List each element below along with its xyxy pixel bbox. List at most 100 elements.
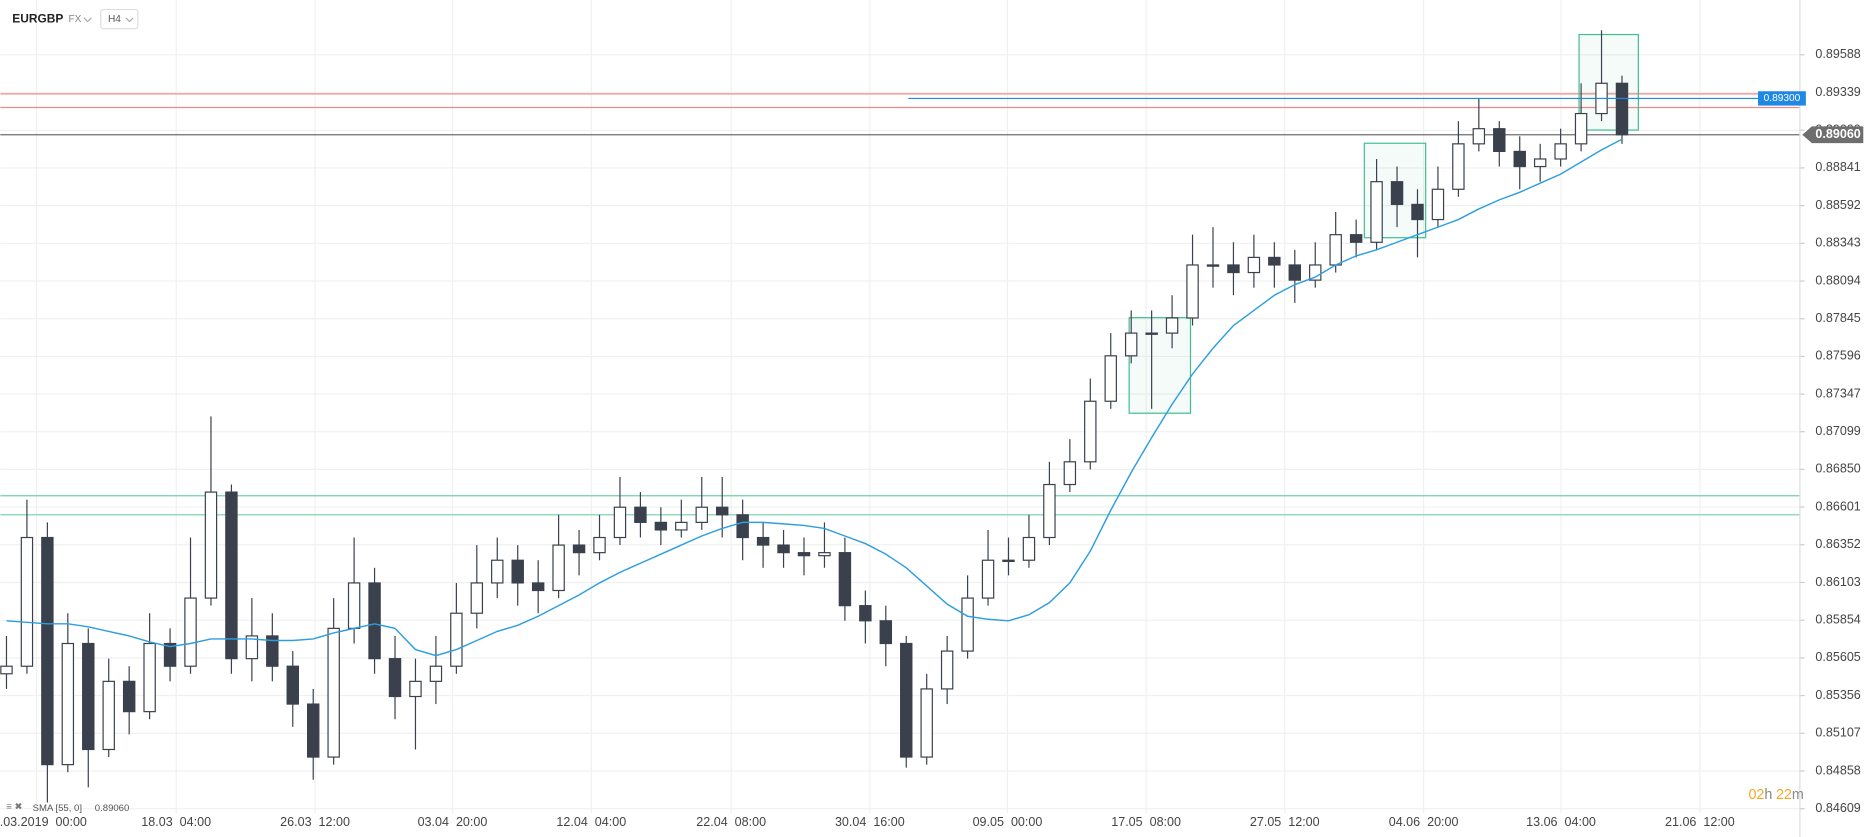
candle-body	[204, 491, 218, 599]
candle-body	[491, 559, 504, 584]
countdown-hours: 02	[1748, 787, 1764, 803]
y-tick-label: 0.84858	[1815, 763, 1860, 777]
symbol[interactable]: EURGBP	[12, 11, 63, 25]
y-tick-label: 0.85605	[1815, 650, 1860, 664]
interval-box[interactable]	[100, 8, 139, 30]
candle-body	[1554, 143, 1567, 160]
candle-body	[1452, 143, 1465, 190]
candle-body	[1104, 355, 1117, 402]
candle-body	[102, 680, 115, 751]
x-tick-label: 26.03 12:00	[280, 815, 350, 829]
candle-body	[1493, 128, 1506, 153]
y-tick-label: 0.88094	[1815, 273, 1860, 287]
y-tick-label: 0.87347	[1815, 386, 1860, 400]
candle-body	[531, 582, 545, 592]
y-tick-label: 0.89588	[1815, 47, 1860, 61]
candle-body	[797, 552, 811, 557]
candle-body	[1084, 400, 1097, 463]
candle-body	[1349, 234, 1363, 243]
y-tick-label: 0.85854	[1815, 612, 1860, 626]
candle-body	[1533, 158, 1547, 168]
candle-body	[1002, 559, 1015, 563]
candle-body	[1145, 332, 1158, 335]
y-tick-label: 0.86850	[1815, 462, 1860, 476]
candle-body	[286, 665, 299, 705]
candle-body	[388, 658, 402, 698]
candle-body	[900, 642, 913, 758]
candle-body	[0, 665, 13, 675]
dropdown-arrow	[83, 17, 92, 23]
dropdown-arrow	[125, 17, 134, 23]
x-tick-label: 27.05 12:00	[1250, 815, 1320, 829]
x-tick-label: 09.05 00:00	[973, 815, 1043, 829]
candle-body	[20, 536, 34, 667]
candle-body	[266, 635, 279, 667]
candle-body	[552, 544, 565, 592]
candle-body	[1247, 256, 1261, 274]
countdown-unit: h	[1764, 787, 1772, 803]
indicator-legend: ≡ ✖ SMA [55, 0] 0.89060	[6, 802, 129, 814]
candle-body	[245, 635, 259, 660]
candle-body	[1615, 82, 1629, 136]
y-tick-label: 0.86352	[1815, 537, 1860, 551]
candle-body	[695, 506, 708, 523]
candle-body	[818, 552, 831, 557]
x-tick-label: 12.04 04:00	[556, 815, 626, 829]
candle-body	[777, 544, 790, 554]
candle-body	[920, 688, 933, 758]
candle-body	[1390, 181, 1404, 206]
candle-body	[1329, 234, 1342, 266]
candle-body	[511, 559, 524, 584]
y-tick-label: 0.88592	[1815, 198, 1860, 212]
y-tick-label: 0.86103	[1815, 575, 1860, 589]
market[interactable]: FX	[68, 14, 81, 25]
candle-body	[715, 506, 729, 516]
candle-body	[1268, 256, 1281, 266]
x-tick-label: 18.03 04:00	[141, 815, 211, 829]
candle-body	[1370, 181, 1383, 243]
candle-body	[368, 582, 381, 660]
candle-body	[1513, 150, 1526, 168]
candle-body	[1186, 264, 1199, 319]
candle-body	[82, 642, 95, 751]
candle-body	[961, 597, 974, 652]
icon[interactable]: ≡ ✖	[6, 802, 22, 813]
candle-body	[1227, 264, 1240, 274]
x-tick-label: 17.05 08:00	[1111, 815, 1181, 829]
candle-body	[736, 514, 749, 539]
candle-body	[163, 642, 177, 667]
order-label-box	[1758, 91, 1806, 106]
candle-body	[306, 703, 320, 758]
y-tick-label: 0.85356	[1815, 688, 1860, 702]
indicator-value: 0.89060	[95, 803, 130, 814]
candle-body	[572, 544, 586, 554]
y-tick-label: 0.87596	[1815, 349, 1860, 363]
countdown: 02h 22m	[1748, 787, 1803, 803]
candle-body	[1411, 203, 1424, 221]
x-tick-label: 03.04 20:00	[418, 815, 488, 829]
x-tick-label: 13.06 04:00	[1526, 815, 1596, 829]
candle-body	[41, 536, 54, 766]
interval[interactable]: H4	[108, 14, 121, 25]
candle-body	[1472, 128, 1486, 145]
plot-layer	[0, 30, 1800, 803]
candle-body	[838, 552, 852, 607]
y-tick-label: 0.87099	[1815, 424, 1860, 438]
countdown-minutes: 22	[1776, 787, 1792, 803]
candle-body	[347, 582, 361, 629]
candle-body	[756, 536, 770, 546]
candle-body	[1574, 112, 1588, 145]
candle-body	[613, 506, 627, 539]
candle-body	[470, 582, 484, 614]
x-tick-label: 30.04 16:00	[835, 815, 905, 829]
sma-line	[6, 138, 1623, 657]
y-tick-label: 0.88841	[1815, 160, 1860, 174]
candle-body	[940, 650, 954, 690]
candle-body	[409, 680, 422, 698]
candle-body	[1063, 461, 1077, 486]
candle-body	[1431, 188, 1445, 221]
candle-body	[1288, 264, 1302, 281]
candle-body	[1206, 264, 1220, 267]
